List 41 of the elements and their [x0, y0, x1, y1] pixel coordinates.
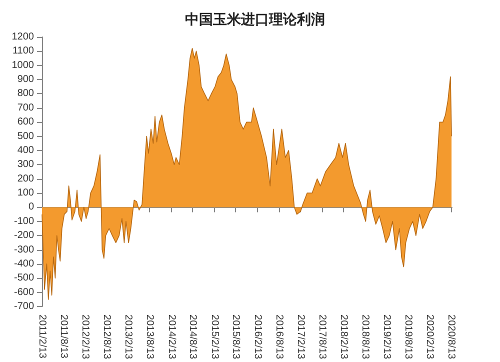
y-tick-label: 1200 [12, 32, 34, 42]
y-tick-label: 600 [17, 116, 34, 128]
y-tick-label: 300 [17, 159, 34, 170]
x-tick-label: 2013/8/13 [144, 314, 156, 360]
x-tick-label: 2011/8/13 [58, 314, 69, 359]
x-tick-label: 2020/2/13 [424, 314, 436, 360]
x-tick-label: 2012/8/13 [101, 314, 112, 360]
x-tick-label: 2018/2/13 [338, 314, 350, 360]
y-tick-label: -700 [14, 301, 34, 312]
x-tick-label: 2019/8/13 [402, 314, 414, 360]
x-tick-label: 2016/8/13 [273, 314, 284, 360]
y-tick-label: 400 [17, 144, 34, 156]
y-tick-label: 200 [17, 173, 34, 184]
x-tick-label: 2017/8/13 [316, 314, 328, 360]
x-tick-label: 2020/8/13 [446, 314, 457, 360]
x-tick-label: 2015/2/13 [208, 314, 220, 360]
chart-title: 中国玉米进口理论利润 [185, 11, 325, 28]
x-tick-label: 2018/8/13 [359, 314, 370, 360]
y-tick-label: 0 [28, 202, 34, 213]
y-tick-label: 700 [17, 102, 34, 114]
y-tick-label: -500 [14, 272, 34, 284]
y-tick-label: -100 [14, 216, 34, 227]
x-tick-label: 2013/2/13 [122, 314, 134, 360]
y-tick-label: 500 [17, 130, 34, 142]
x-tick-label: 2014/8/13 [187, 314, 198, 360]
y-tick-label: 900 [17, 74, 34, 86]
y-tick-label: 100 [17, 188, 34, 199]
y-tick-label: 1100 [12, 46, 34, 57]
y-tick-label: 1000 [12, 60, 34, 71]
y-tick-label: -600 [14, 286, 34, 298]
x-tick-label: 2012/2/13 [80, 314, 91, 360]
x-tick-label: 2011/2/13 [36, 314, 48, 359]
y-tick-label: -400 [14, 258, 34, 270]
y-tick-label: -300 [14, 244, 34, 256]
x-tick-label: 2015/8/13 [230, 314, 242, 360]
x-tick-label: 2019/2/13 [381, 314, 392, 360]
y-tick-label: 800 [17, 88, 34, 100]
x-tick-label: 2016/2/13 [252, 314, 263, 360]
x-tick-label: 2014/2/13 [166, 314, 177, 360]
y-tick-label: -200 [14, 230, 34, 242]
x-tick-label: 2017/2/13 [295, 314, 306, 360]
